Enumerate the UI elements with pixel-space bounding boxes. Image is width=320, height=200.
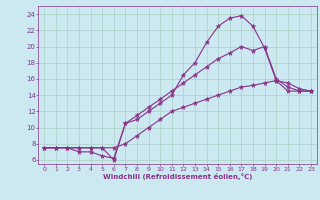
X-axis label: Windchill (Refroidissement éolien,°C): Windchill (Refroidissement éolien,°C) xyxy=(103,173,252,180)
